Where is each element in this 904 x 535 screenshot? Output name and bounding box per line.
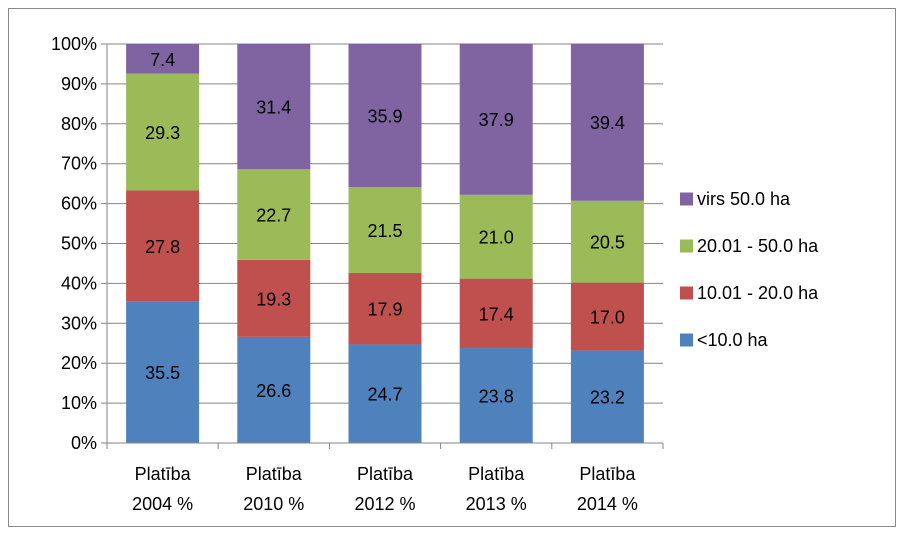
data-label: 17.0 <box>590 308 625 328</box>
legend-label: <10.0 ha <box>697 330 769 350</box>
y-tick-label: 20% <box>61 353 97 373</box>
y-tick-label: 40% <box>61 273 97 293</box>
data-label: 24.7 <box>367 385 402 405</box>
data-label: 19.3 <box>256 289 291 309</box>
data-label: 22.7 <box>256 206 291 226</box>
data-label: 20.5 <box>590 233 625 253</box>
bar-segment <box>459 278 533 349</box>
bars <box>126 43 644 443</box>
data-label: 23.2 <box>590 388 625 408</box>
data-label: 29.3 <box>145 123 180 143</box>
legend-label: 10.01 - 20.0 ha <box>697 283 819 303</box>
data-label: 21.0 <box>479 228 514 248</box>
data-label: 17.9 <box>367 300 402 320</box>
y-tick-label: 60% <box>61 194 97 214</box>
legend-swatch <box>680 333 693 347</box>
bar-segment <box>126 44 200 74</box>
y-tick-label: 0% <box>71 433 97 453</box>
data-label: 39.4 <box>590 113 625 133</box>
legend-label: virs 50.0 ha <box>697 189 791 209</box>
data-label: 7.4 <box>150 50 175 70</box>
legend-swatch <box>680 239 693 253</box>
data-labels: 35.5 27.8 29.3 7.4 26.6 19.3 22.7 31.4 24.7 17.9 2… <box>145 50 625 408</box>
legend: virs 50.0 ha 20.01 - 50.0 ha 10.01 - 20.0 … <box>680 189 819 350</box>
bar-segment <box>459 43 533 195</box>
y-tick-label: 10% <box>61 393 97 413</box>
axes: 0% 10% 20% 30% 40% 50% 60% 70% 80% 90% 100% Platība… <box>51 34 664 514</box>
bar-segment <box>570 350 644 443</box>
bar-segment <box>237 336 311 443</box>
x-tick-label: 2012 % <box>354 494 415 514</box>
bar-segment <box>237 44 311 170</box>
data-label: 35.5 <box>145 363 180 383</box>
y-tick-label: 50% <box>61 234 97 254</box>
bar-segment <box>348 344 422 443</box>
bar-segment <box>348 273 422 345</box>
bar-segment <box>459 348 533 443</box>
stacked-bar-chart: 0% 10% 20% 30% 40% 50% 60% 70% 80% 90% 100% Platība… <box>51 34 819 514</box>
bar-segment <box>570 43 644 201</box>
bar-segment <box>126 73 200 191</box>
legend-label: 20.01 - 50.0 ha <box>697 236 819 256</box>
x-tick-label: 2013 % <box>466 494 527 514</box>
bar-segment <box>348 187 422 274</box>
y-tick-label: 30% <box>61 313 97 333</box>
bar-segment <box>570 200 644 283</box>
bar-segment <box>237 259 311 337</box>
bar-segment <box>348 44 422 188</box>
y-tick-label: 90% <box>61 74 97 94</box>
x-tick-label: 2010 % <box>243 494 304 514</box>
data-label: 17.4 <box>479 304 514 324</box>
bar-segment <box>126 190 200 302</box>
data-label: 35.9 <box>367 107 402 127</box>
data-label: 26.6 <box>256 381 291 401</box>
x-tick-label: Platība <box>357 464 414 484</box>
y-tick-label: 80% <box>61 114 97 134</box>
bar-segment <box>126 301 200 443</box>
data-label: 31.4 <box>256 98 291 118</box>
x-tick-label: Platība <box>246 464 303 484</box>
bar-segment <box>570 282 644 351</box>
y-tick-label: 100% <box>51 34 97 54</box>
bar-segment <box>237 169 311 260</box>
x-tick-label: Platība <box>468 464 525 484</box>
x-tick-label: Platība <box>579 464 636 484</box>
data-label: 23.8 <box>479 387 514 407</box>
x-tick-label: 2014 % <box>577 494 638 514</box>
chart-frame: 0% 10% 20% 30% 40% 50% 60% 70% 80% 90% 100% Platība… <box>8 8 896 527</box>
legend-swatch <box>680 192 693 206</box>
x-tick-label: Platība <box>135 464 192 484</box>
data-label: 37.9 <box>479 110 514 130</box>
bar-segment <box>459 194 533 279</box>
data-label: 21.5 <box>367 221 402 241</box>
y-tick-label: 70% <box>61 154 97 174</box>
x-tick-label: 2004 % <box>132 494 193 514</box>
data-label: 27.8 <box>145 237 180 257</box>
legend-swatch <box>680 286 693 300</box>
